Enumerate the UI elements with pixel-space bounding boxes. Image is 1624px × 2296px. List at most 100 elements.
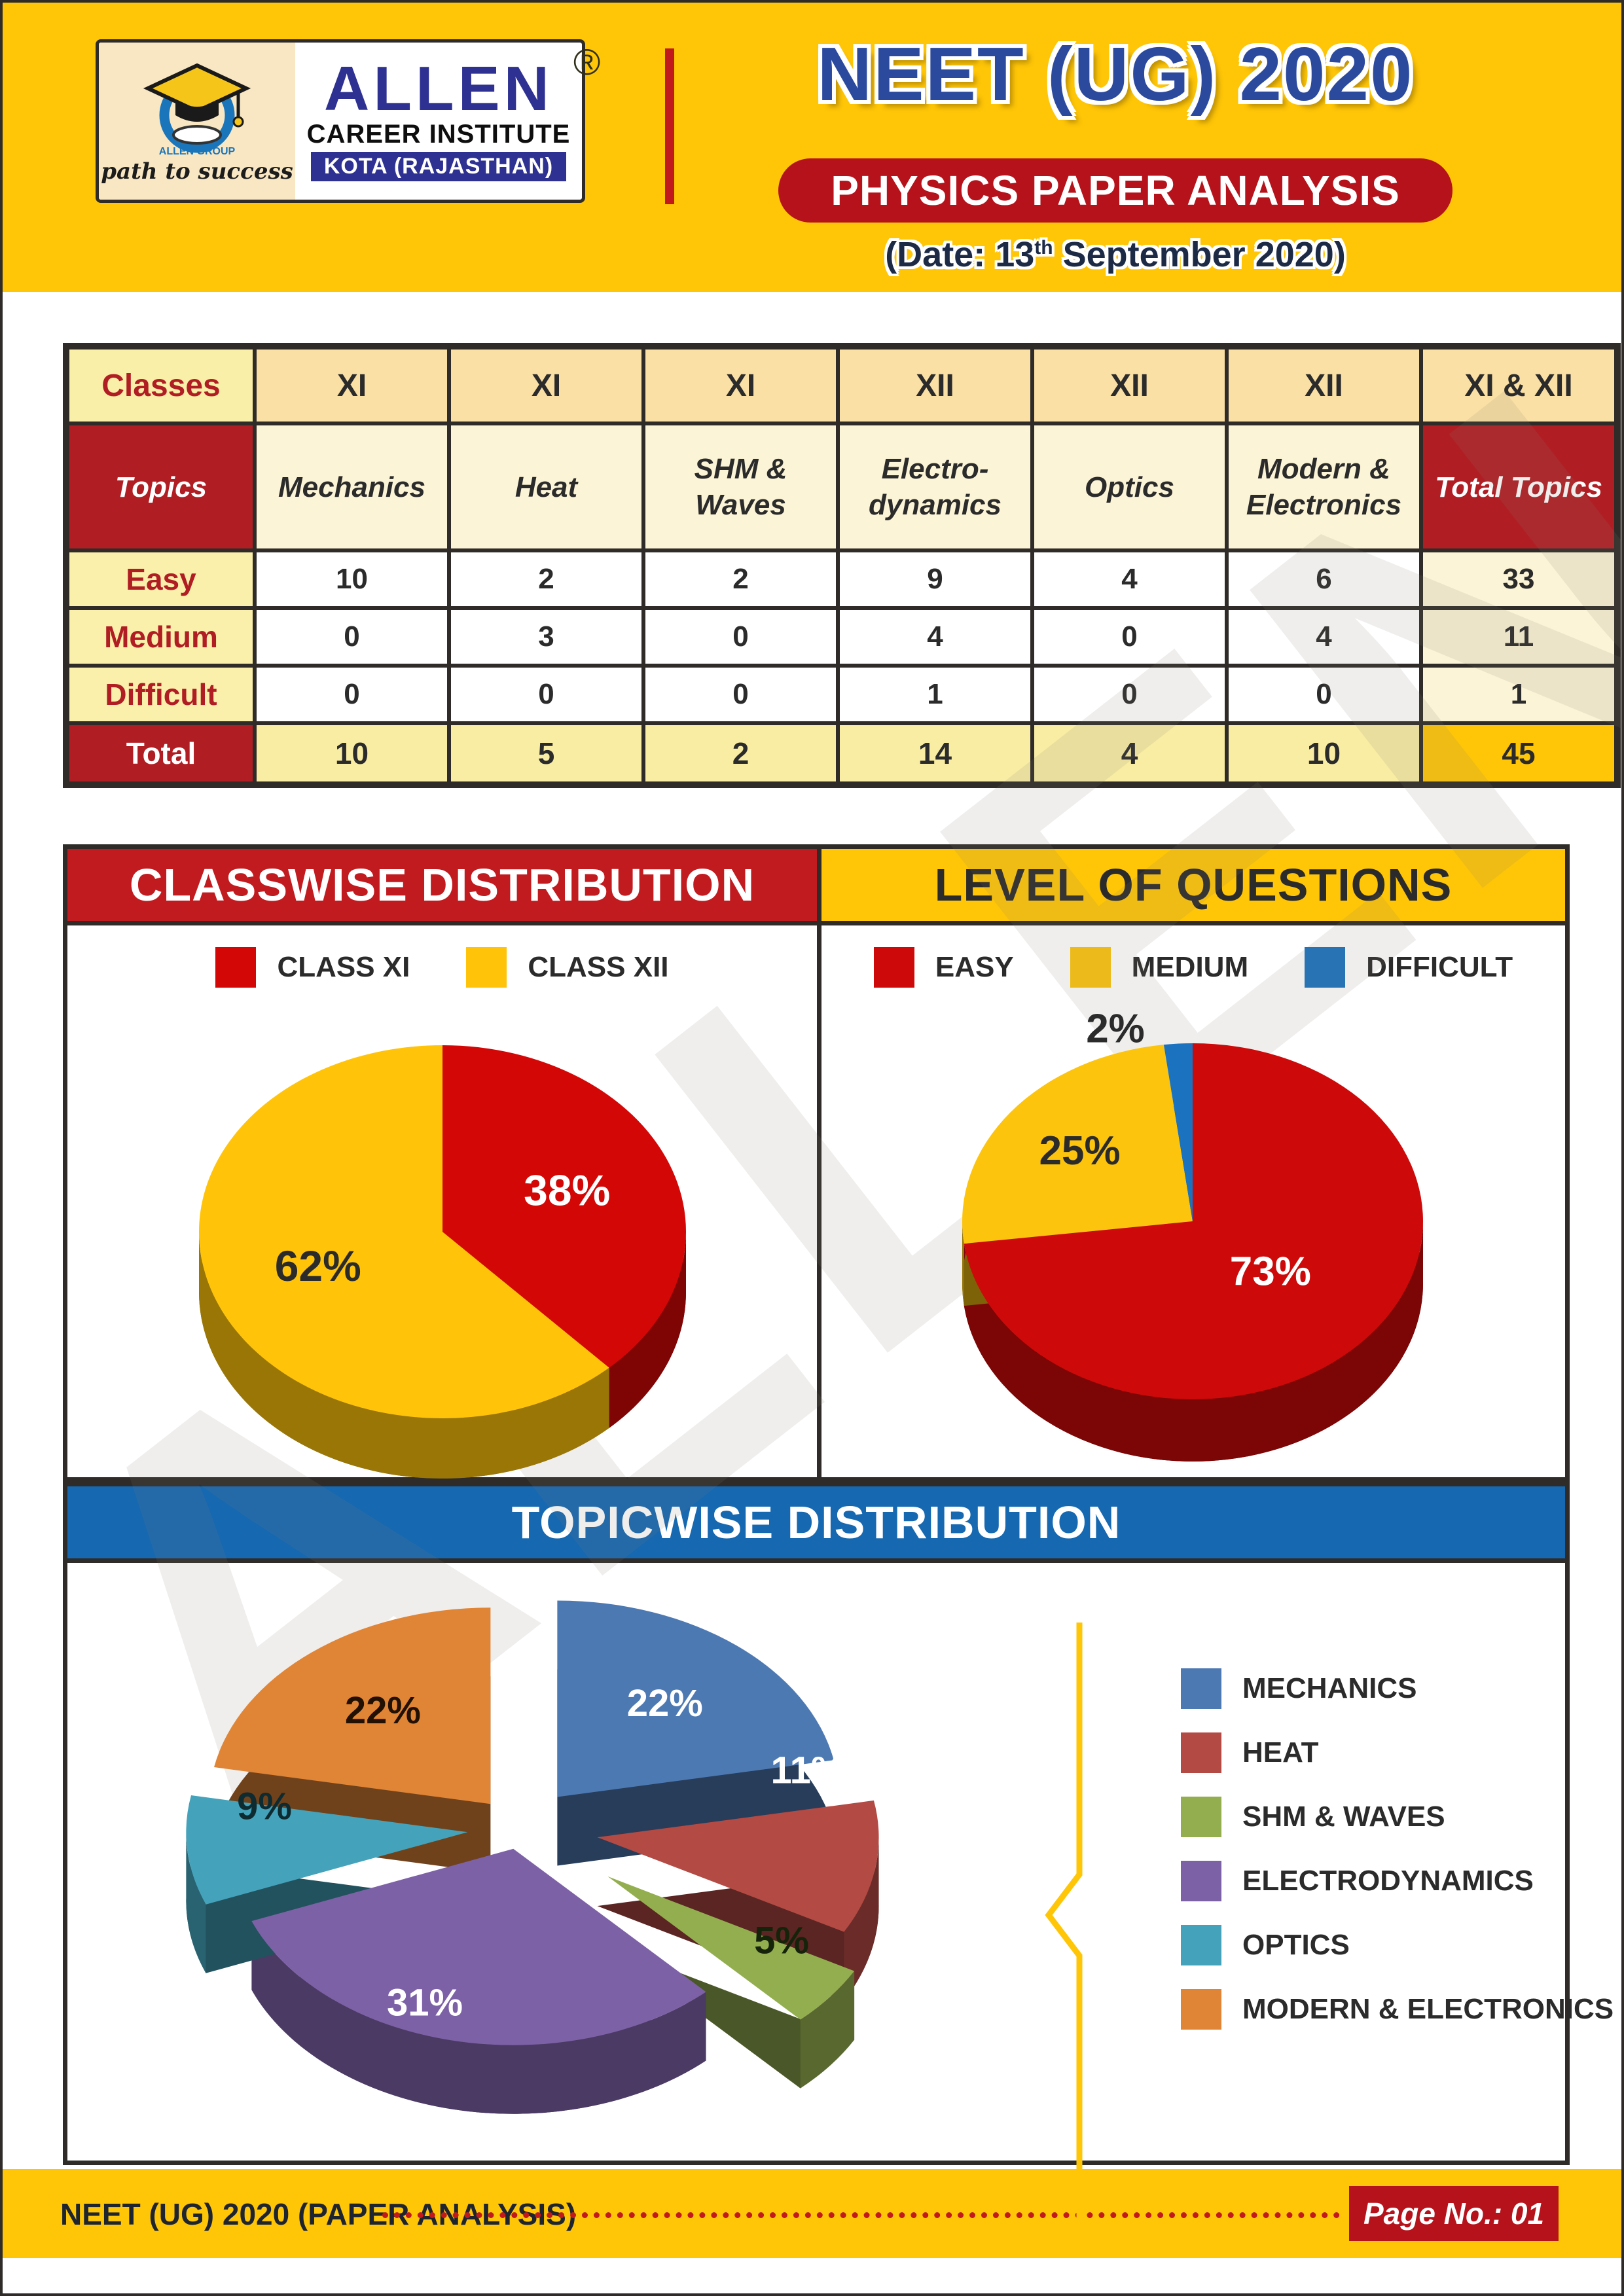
allen-logo: ALLEN GROUP path to success ALLEN CAREER… xyxy=(96,39,585,203)
legend-swatch-shm-waves xyxy=(1181,1797,1221,1837)
cell: 3 xyxy=(447,606,645,668)
class-col: XI xyxy=(253,344,451,425)
logo-subtitle: CAREER INSTITUTE xyxy=(306,120,571,149)
topic-col: Heat xyxy=(447,422,645,552)
svg-text:25%: 25% xyxy=(1039,1128,1121,1174)
legend-label: CLASS XI xyxy=(277,951,410,983)
legend-item: MECHANICS xyxy=(1181,1668,1614,1709)
legend-swatch-optics xyxy=(1181,1925,1221,1965)
row-label: Total xyxy=(64,721,257,787)
legend-item: SHM & WAVES xyxy=(1181,1797,1614,1837)
svg-text:73%: 73% xyxy=(1230,1249,1311,1294)
svg-text:5%: 5% xyxy=(754,1919,809,1962)
logo-tagline: path to success xyxy=(101,158,293,185)
cell: 0 xyxy=(253,664,451,725)
graduation-cap-icon: ALLEN GROUP xyxy=(143,63,251,157)
legend-label: MODERN & ELECTRONICS xyxy=(1242,1993,1614,2025)
header-divider xyxy=(665,48,674,204)
svg-text:2%: 2% xyxy=(1086,1006,1145,1051)
class-col: XII xyxy=(836,344,1034,425)
logo-group-text: ALLEN GROUP xyxy=(159,146,236,157)
legend-item: CLASS XII xyxy=(466,947,669,988)
analysis-table-wrap: Classes XI XI XI XII XII XII XI & XII To… xyxy=(63,343,1621,788)
topicwise-legend: MECHANICS HEAT SHM & WAVES ELECTRODYNAMI… xyxy=(1181,1668,1614,2053)
svg-text:22%: 22% xyxy=(627,1682,703,1725)
cell: 2 xyxy=(641,548,840,610)
legend-item: EASY xyxy=(873,947,1014,988)
footer-dotted-line xyxy=(382,2212,1340,2218)
cell-total: 33 xyxy=(1419,548,1619,610)
class-col: XI & XII xyxy=(1419,344,1619,425)
registered-trademark-icon: ® xyxy=(573,41,601,82)
legend-swatch-class-xi xyxy=(215,947,257,988)
cell-grand-total: 45 xyxy=(1419,721,1619,787)
legend-item: MODERN & ELECTRONICS xyxy=(1181,1989,1614,2030)
cell: 0 xyxy=(447,664,645,725)
svg-text:9%: 9% xyxy=(237,1785,292,1827)
legend-item: ELECTRODYNAMICS xyxy=(1181,1861,1614,1901)
topic-col: Mechanics xyxy=(253,422,451,552)
legend-swatch-class-xii xyxy=(466,947,507,988)
table-row-total: Total 10 5 2 14 4 10 45 xyxy=(64,721,1619,787)
legend-label: HEAT xyxy=(1242,1736,1319,1768)
cell: 14 xyxy=(836,721,1034,787)
row-label: Easy xyxy=(64,548,257,610)
svg-text:31%: 31% xyxy=(387,1981,463,2024)
cell: 1 xyxy=(836,664,1034,725)
legend-label: CLASS XII xyxy=(528,951,669,983)
cell: 6 xyxy=(1225,548,1423,610)
legend-label: ELECTRODYNAMICS xyxy=(1242,1865,1534,1897)
legend-label: OPTICS xyxy=(1242,1929,1350,1961)
exam-date: (Date: 13th September 2020) xyxy=(885,235,1346,274)
legend-label: MECHANICS xyxy=(1242,1672,1417,1704)
legend-brace xyxy=(1045,1623,1083,2225)
cell: 10 xyxy=(253,548,451,610)
legend-item: HEAT xyxy=(1181,1732,1614,1773)
topicwise-title-band: TOPICWISE DISTRIBUTION xyxy=(63,1482,1570,1563)
cell: 2 xyxy=(641,721,840,787)
table-row-easy: Easy 10 2 2 9 4 6 33 xyxy=(64,548,1619,610)
legend-swatch-modern-electronics xyxy=(1181,1989,1221,2030)
cell: 0 xyxy=(641,606,840,668)
topics-header: Topics xyxy=(64,422,257,552)
topic-col: Modern & Electronics xyxy=(1225,422,1423,552)
cell: 0 xyxy=(1225,664,1423,725)
legend-swatch-heat xyxy=(1181,1732,1221,1773)
legend-label: DIFFICULT xyxy=(1366,951,1513,983)
analysis-table: Classes XI XI XI XII XII XII XI & XII To… xyxy=(63,343,1621,788)
cell: 0 xyxy=(641,664,840,725)
table-row-classes: Classes XI XI XI XII XII XII XI & XII xyxy=(64,344,1619,425)
header-title-block: NEET (UG) 2020 PHYSICS PAPER ANALYSIS (D… xyxy=(710,30,1521,279)
table-row-difficult: Difficult 0 0 0 1 0 0 1 xyxy=(64,664,1619,725)
classes-header: Classes xyxy=(64,344,257,425)
cell: 9 xyxy=(836,548,1034,610)
classwise-title: CLASSWISE DISTRIBUTION xyxy=(67,849,817,925)
cell: 10 xyxy=(1225,721,1423,787)
footer-band: NEET (UG) 2020 (PAPER ANALYSIS) Page No.… xyxy=(3,2169,1621,2258)
cell: 2 xyxy=(447,548,645,610)
classwise-legend: CLASS XI CLASS XII xyxy=(67,947,817,988)
svg-text:62%: 62% xyxy=(275,1242,361,1290)
row-label: Difficult xyxy=(64,664,257,725)
logo-text-panel: ALLEN CAREER INSTITUTE KOTA (RAJASTHAN) xyxy=(295,43,582,200)
legend-label: MEDIUM xyxy=(1131,951,1249,983)
svg-text:22%: 22% xyxy=(345,1689,421,1732)
level-legend: EASY MEDIUM DIFFICULT xyxy=(821,947,1565,988)
page-number-badge: Page No.: 01 xyxy=(1349,2186,1559,2241)
cell: 0 xyxy=(1030,606,1229,668)
page-title: NEET (UG) 2020 xyxy=(817,31,1414,117)
svg-text:38%: 38% xyxy=(524,1166,610,1215)
topic-col: Optics xyxy=(1030,422,1229,552)
cell: 4 xyxy=(1225,606,1423,668)
legend-swatch-electrodynamics xyxy=(1181,1861,1221,1901)
table-row-medium: Medium 0 3 0 4 0 4 11 xyxy=(64,606,1619,668)
class-col: XI xyxy=(641,344,840,425)
class-col: XII xyxy=(1225,344,1423,425)
svg-text:11%: 11% xyxy=(771,1749,845,1791)
level-pie-chart: 73% 25% 2% xyxy=(962,1006,1423,1462)
cell: 0 xyxy=(1030,664,1229,725)
class-col: XII xyxy=(1030,344,1229,425)
legend-swatch-difficult xyxy=(1305,947,1346,988)
topic-col: SHM & Waves xyxy=(641,422,840,552)
